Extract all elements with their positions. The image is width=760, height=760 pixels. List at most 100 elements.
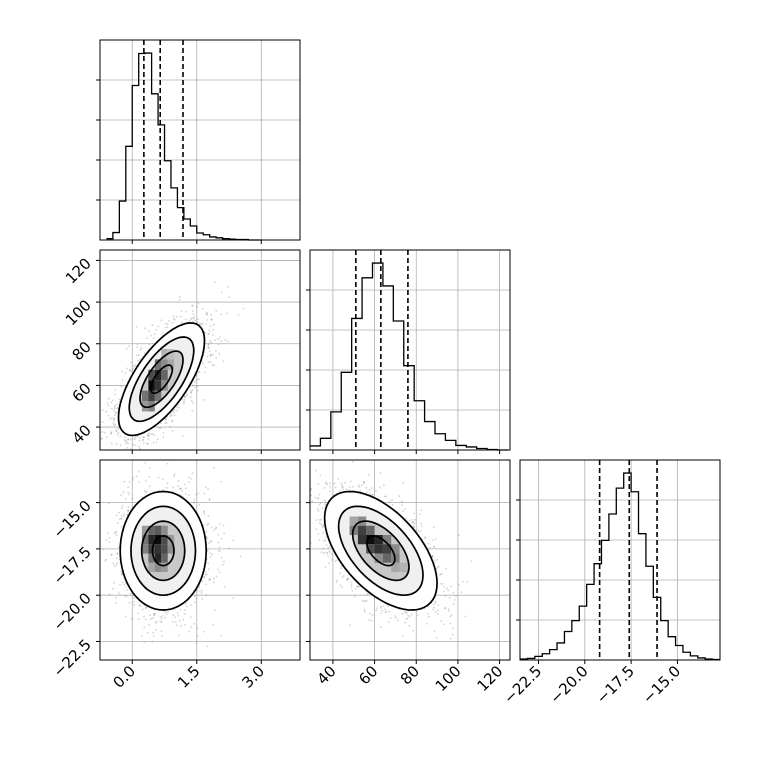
scatter-point xyxy=(143,436,145,439)
scatter-point xyxy=(237,313,240,316)
scatter-point xyxy=(121,370,123,373)
scatter-point xyxy=(327,555,330,557)
scatter-point xyxy=(127,438,129,441)
scatter-point xyxy=(166,611,169,614)
scatter-point xyxy=(197,370,200,373)
scatter-point xyxy=(116,552,119,555)
y-tick-label: 40 xyxy=(69,421,95,447)
scatter-point xyxy=(146,443,148,445)
scatter-point xyxy=(127,442,129,445)
scatter-point xyxy=(179,315,182,318)
scatter-point xyxy=(164,326,167,329)
scatter-point xyxy=(94,436,96,438)
scatter-point xyxy=(113,405,116,408)
scatter-point xyxy=(219,522,221,525)
scatter-point xyxy=(142,442,145,444)
scatter-point xyxy=(216,568,219,571)
scatter-point xyxy=(127,506,130,509)
scatter-point xyxy=(141,608,144,611)
scatter-point xyxy=(116,552,119,555)
scatter-point xyxy=(197,318,200,321)
scatter-point xyxy=(144,607,147,609)
scatter-point xyxy=(209,340,211,342)
density-cell xyxy=(154,380,162,391)
scatter-point xyxy=(180,487,183,490)
density-cell xyxy=(141,544,149,554)
scatter-point xyxy=(145,490,148,493)
scatter-point xyxy=(194,601,197,604)
scatter-point xyxy=(455,595,457,597)
scatter-point xyxy=(470,560,473,562)
scatter-point xyxy=(186,605,188,608)
scatter-point xyxy=(160,422,162,425)
scatter-point xyxy=(435,567,438,570)
scatter-point xyxy=(193,315,196,318)
density-cell xyxy=(154,369,162,381)
scatter-point xyxy=(207,361,210,364)
scatter-point xyxy=(217,338,219,341)
scatter-point xyxy=(227,340,230,343)
scatter-point xyxy=(181,398,184,401)
density-cell xyxy=(161,553,168,563)
scatter-point xyxy=(217,541,220,544)
density-cell xyxy=(161,369,168,381)
scatter-point xyxy=(205,322,208,325)
contour-line xyxy=(128,336,195,423)
scatter-point xyxy=(186,392,189,395)
scatter-point xyxy=(325,544,328,547)
scatter-point xyxy=(132,443,135,446)
scatter-point xyxy=(324,503,326,506)
contour-line xyxy=(130,505,197,597)
scatter-point xyxy=(173,317,175,320)
scatter-point xyxy=(155,441,158,443)
scatter-point xyxy=(101,409,104,412)
scatter-point xyxy=(126,509,129,512)
scatter-point xyxy=(183,398,186,401)
scatter-point xyxy=(173,608,176,611)
density-cell xyxy=(161,525,168,535)
scatter-point xyxy=(217,533,219,536)
scatter-point xyxy=(148,467,151,469)
scatter-point xyxy=(201,323,203,326)
scatter-point xyxy=(306,479,308,481)
scatter-point xyxy=(123,583,126,586)
scatter-point xyxy=(207,333,210,336)
scatter-point xyxy=(188,476,191,479)
density-cell xyxy=(154,553,162,563)
scatter-point xyxy=(126,589,128,591)
scatter-point xyxy=(205,594,207,597)
scatter-point xyxy=(122,491,125,494)
scatter-point xyxy=(183,623,186,626)
x-tick-label: 3.0 xyxy=(239,662,269,692)
density-cell xyxy=(154,544,162,554)
scatter-point xyxy=(132,476,135,479)
scatter-point xyxy=(124,595,127,597)
scatter-point xyxy=(137,450,139,452)
scatter-point xyxy=(205,530,208,533)
scatter-point xyxy=(325,536,328,539)
panel-frame xyxy=(99,459,301,661)
scatter-point xyxy=(173,414,176,417)
scatter-point xyxy=(127,438,130,441)
scatter-point xyxy=(139,348,142,351)
panel-frame xyxy=(309,249,511,451)
scatter-point xyxy=(184,602,187,605)
scatter-point xyxy=(195,597,198,600)
scatter-point xyxy=(191,409,194,412)
scatter-point xyxy=(190,391,193,394)
scatter-point xyxy=(147,442,149,445)
scatter-point xyxy=(97,473,99,475)
scatter-point xyxy=(138,480,141,483)
scatter-point xyxy=(133,600,136,603)
scatter-point xyxy=(232,597,235,600)
scatter-point xyxy=(178,619,181,622)
scatter-point xyxy=(165,418,167,421)
scatter-point xyxy=(344,481,346,484)
scatter-point xyxy=(128,480,131,483)
scatter-point xyxy=(174,621,177,624)
scatter-point xyxy=(127,509,130,512)
scatter-point xyxy=(121,379,124,382)
scatter-point xyxy=(97,523,99,525)
scatter-point xyxy=(172,486,175,489)
scatter-point xyxy=(154,622,157,624)
